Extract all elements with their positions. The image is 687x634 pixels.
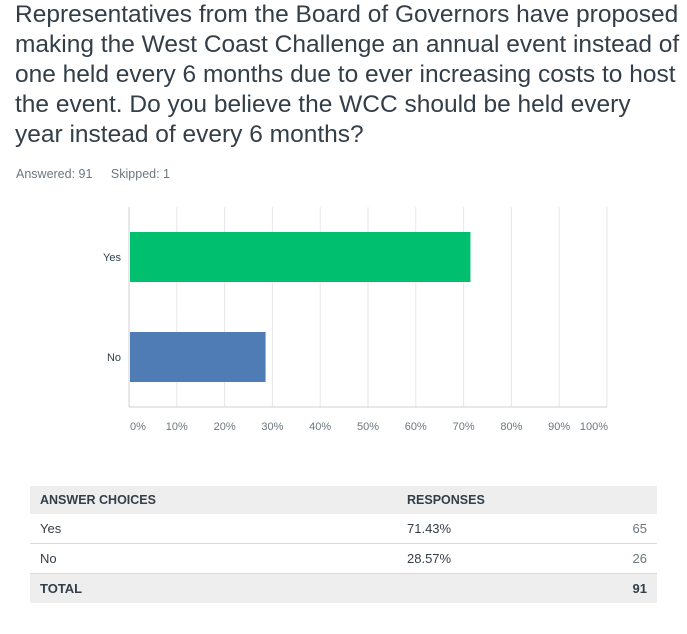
question-title: Representatives from the Board of Govern… — [15, 1, 680, 148]
response-stats: Answered: 91 Skipped: 1 — [16, 167, 185, 181]
x-tick-label: 60% — [405, 421, 427, 433]
row-choice: Yes — [30, 514, 397, 544]
table-row: No 28.57% 26 — [30, 543, 657, 574]
responses-table: ANSWER CHOICES RESPONSES Yes 71.43% 65 N… — [30, 486, 657, 603]
answered-count: Answered: 91 — [16, 167, 93, 181]
table-row: Yes 71.43% 65 — [30, 514, 657, 544]
x-tick-label: 10% — [166, 421, 188, 433]
table-header-row: ANSWER CHOICES RESPONSES — [30, 486, 657, 514]
bar-no — [130, 332, 266, 382]
x-tick-label: 80% — [500, 421, 522, 433]
header-count — [557, 486, 657, 514]
header-answer-choices: ANSWER CHOICES — [30, 486, 397, 514]
row-percent: 28.57% — [397, 543, 557, 574]
total-label: TOTAL — [30, 573, 397, 603]
bar-yes — [130, 232, 471, 282]
x-tick-label: 0% — [130, 421, 146, 433]
y-category-label: Yes — [103, 252, 121, 264]
total-spacer — [397, 573, 557, 603]
x-tick-label: 50% — [357, 421, 379, 433]
row-count: 65 — [557, 514, 657, 544]
x-tick-label: 100% — [580, 421, 608, 433]
row-choice: No — [30, 543, 397, 574]
row-percent: 71.43% — [397, 514, 557, 544]
x-tick-label: 20% — [214, 421, 236, 433]
bar-chart: 0% 10% 20% 30% 40% 50% 60% 70% 80% 90% 100% Yes No — [103, 207, 608, 433]
row-count: 26 — [557, 543, 657, 574]
total-row: TOTAL 91 — [30, 573, 657, 603]
skipped-count: Skipped: 1 — [110, 167, 170, 181]
x-tick-label: 40% — [309, 421, 331, 433]
total-count: 91 — [557, 573, 657, 603]
header-responses: RESPONSES — [397, 486, 557, 514]
y-category-label: No — [107, 352, 121, 364]
x-tick-label: 70% — [453, 421, 475, 433]
x-tick-label: 30% — [261, 421, 283, 433]
x-tick-label: 90% — [548, 421, 570, 433]
